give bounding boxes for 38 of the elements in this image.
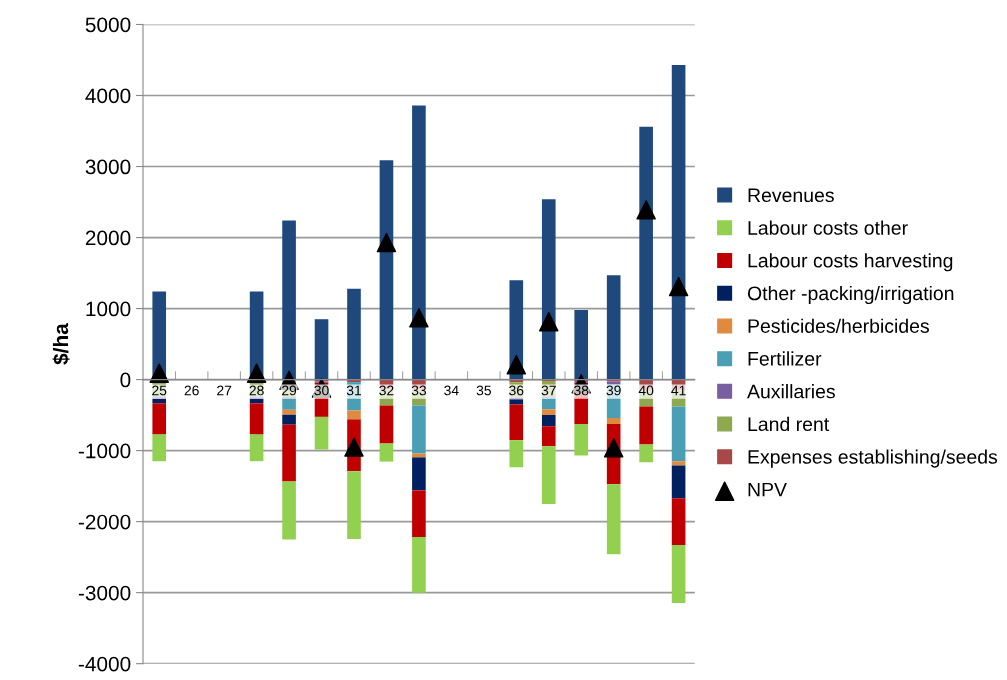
x-tick-label: 26 [184,385,199,396]
x-tick-label: 31 [346,385,362,396]
x-tick-label: 39 [606,385,621,396]
y-tick-label: 1000 [86,301,131,317]
x-tick-label: 35 [476,385,491,396]
x-tick-label: 27 [217,385,232,396]
y-tick-label: -3000 [78,585,131,601]
y-tick-label: 5000 [85,17,131,33]
y-tick-label: 3000 [85,159,131,175]
y-tick-label: 0 [120,372,131,388]
legend-label: Labour costs other [748,220,908,235]
legend-label: Revenues [748,188,834,203]
y-tick-label: 4000 [85,88,131,104]
legend-label: Expenses establishing/seeds [748,449,998,468]
x-tick-label: 30 [314,385,329,396]
x-tick-label: 32 [379,385,394,396]
x-tick-label: 29 [282,385,297,396]
legend-label: Fertilizer [748,351,822,366]
y-tick-label: -2000 [78,514,131,530]
x-tick-label: 34 [444,385,459,396]
x-tick-label: 38 [574,385,589,396]
x-tick-label: 41 [671,385,686,396]
legend-label: Pesticides/herbicides [748,318,929,333]
x-tick-label: 37 [541,385,556,396]
x-tick-label: 33 [411,385,427,396]
y-axis-title: $/ha [52,323,70,365]
legend-label: Land rent [748,416,830,432]
legend-label: Auxillaries [747,384,835,399]
y-tick-label: -4000 [78,656,131,672]
x-tick-label: 40 [638,385,654,396]
legend-label: Other -packing/irrigation [747,285,954,305]
legend-label: Labour costs harvesting [748,253,953,272]
x-tick-label: 36 [509,385,524,396]
y-tick-label: 2000 [85,230,131,246]
y-tick-label: -1000 [78,443,131,459]
legend-label: NPV [748,482,787,497]
x-tick-label: 25 [152,385,167,396]
x-tick-label: 28 [249,385,264,396]
